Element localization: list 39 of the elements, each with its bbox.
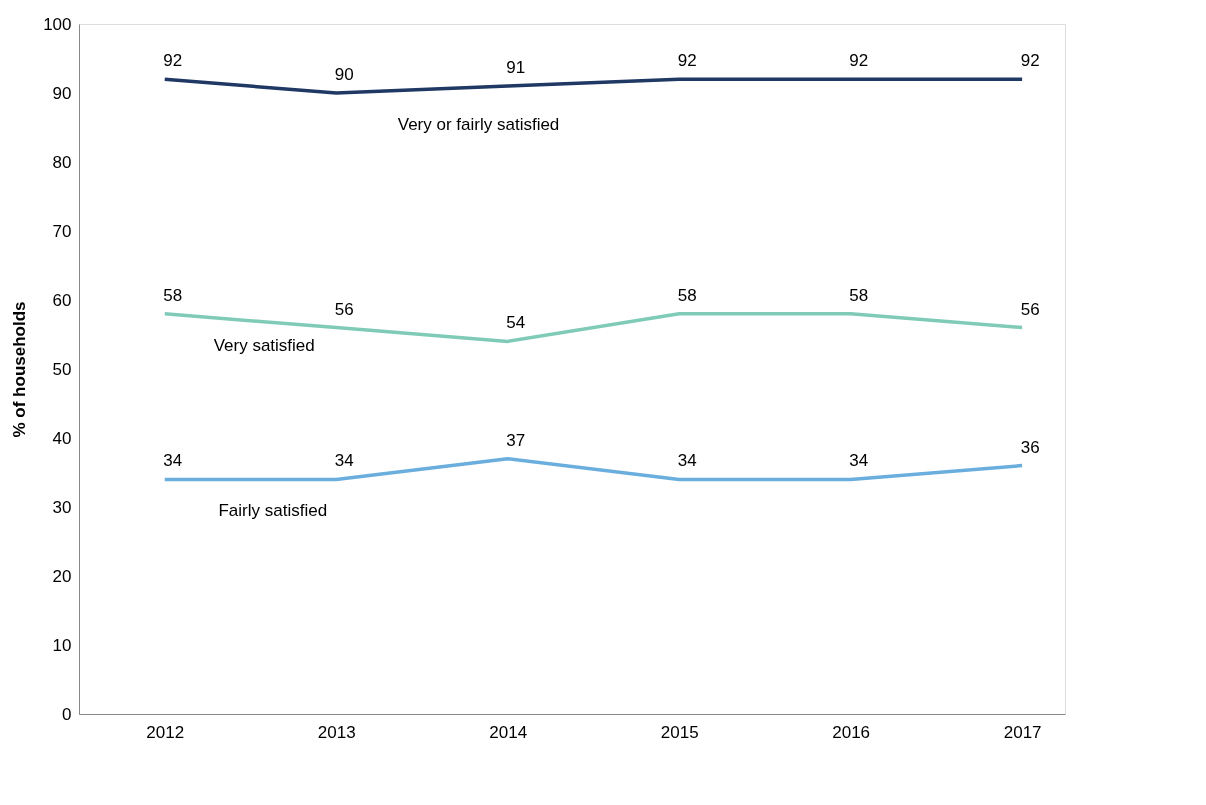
data-label: 56 bbox=[334, 299, 354, 319]
data-label: 58 bbox=[163, 285, 183, 305]
data-label: 34 bbox=[849, 451, 869, 471]
y-tick-label: 20 bbox=[52, 566, 72, 586]
x-tick-label: 2016 bbox=[832, 722, 871, 742]
y-axis-title: % of households bbox=[10, 301, 30, 438]
y-tick-label: 100 bbox=[43, 14, 72, 34]
y-tick-label: 50 bbox=[52, 359, 72, 379]
data-label: 58 bbox=[849, 285, 869, 305]
y-tick-label: 80 bbox=[52, 152, 72, 172]
data-label: 56 bbox=[1020, 299, 1040, 319]
y-tick-label: 90 bbox=[52, 83, 72, 103]
data-label: 37 bbox=[506, 430, 526, 450]
series-label: Very satisfied bbox=[213, 335, 315, 355]
data-label: 90 bbox=[334, 65, 354, 84]
x-tick-label: 2017 bbox=[1003, 722, 1042, 742]
y-tick-label: 60 bbox=[52, 290, 72, 310]
data-label: 92 bbox=[163, 51, 183, 71]
x-tick-label: 2012 bbox=[146, 722, 185, 742]
x-tick-label: 2015 bbox=[660, 722, 699, 742]
y-tick-label: 0 bbox=[62, 704, 72, 724]
data-label: 91 bbox=[506, 58, 526, 78]
x-tick-label: 2014 bbox=[489, 722, 528, 742]
y-tick-label: 10 bbox=[52, 635, 72, 655]
data-label: 34 bbox=[163, 451, 183, 471]
data-label: 54 bbox=[506, 313, 526, 333]
data-label: 92 bbox=[849, 51, 869, 71]
series-label: Very or fairly satisfied bbox=[397, 115, 560, 134]
data-label: 58 bbox=[677, 285, 697, 305]
data-label: 92 bbox=[1020, 51, 1040, 71]
data-label: 34 bbox=[334, 451, 354, 471]
data-label: 36 bbox=[1020, 437, 1040, 457]
y-tick-label: 70 bbox=[52, 221, 72, 241]
x-tick-label: 2013 bbox=[317, 722, 356, 742]
y-tick-label: 40 bbox=[52, 428, 72, 448]
y-tick-label: 30 bbox=[52, 497, 72, 517]
series-label: Fairly satisfied bbox=[218, 501, 328, 521]
data-label: 92 bbox=[677, 51, 697, 71]
data-label: 34 bbox=[677, 451, 697, 471]
